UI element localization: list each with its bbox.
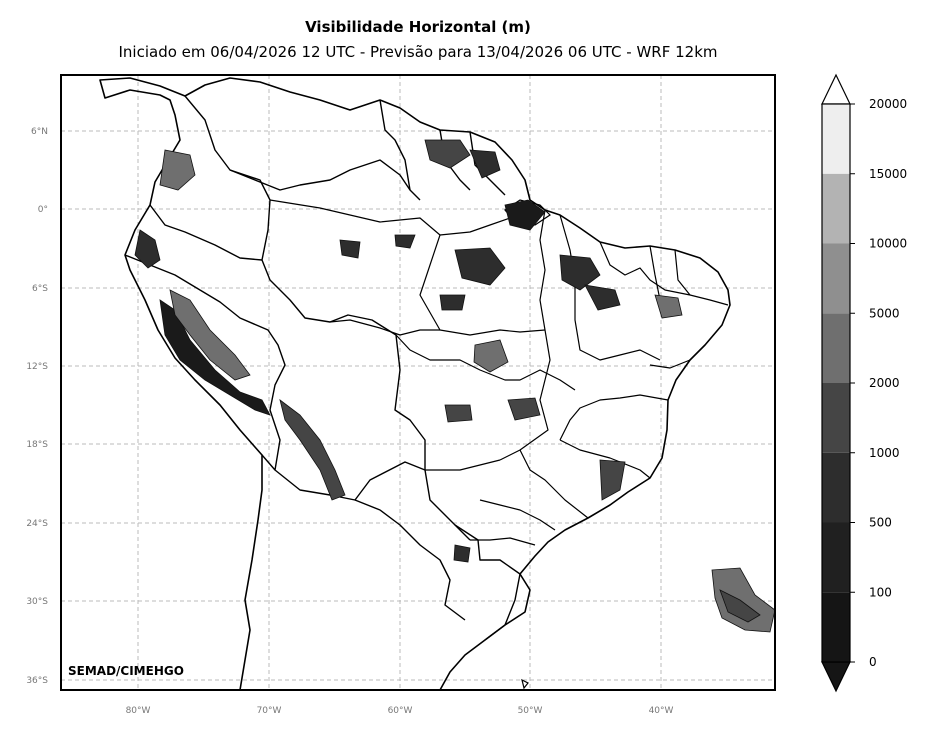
colorbar-tick-label: 500 (869, 516, 892, 530)
lat-label: 36°S (26, 676, 48, 686)
credit-label: SEMAD/CIMEHGO (68, 664, 184, 678)
colorbar-band (822, 313, 850, 383)
colorbar-tick-label: 10000 (869, 237, 907, 251)
longitude-labels: 80°W 70°W 60°W 50°W 40°W (126, 706, 674, 716)
lat-label: 12°S (26, 362, 48, 372)
low-visibility-areas (134, 139, 775, 633)
lon-label: 50°W (518, 706, 543, 716)
lat-label: 0° (38, 205, 48, 215)
colorbar-tick-label: 1000 (869, 446, 900, 460)
lon-label: 40°W (649, 706, 674, 716)
map-gridlines (61, 75, 775, 690)
map-frame (60, 74, 776, 691)
colorbar-tick-label: 100 (869, 585, 892, 599)
colorbar: 0 100 500 1000 2000 5000 10000 15000 20000 (821, 73, 907, 693)
colorbar-tick-label: 2000 (869, 376, 900, 390)
colorbar-band (822, 383, 850, 453)
latitude-labels: 6°N 0° 6°S 12°S 18°S 24°S 30°S 36°S (26, 127, 48, 686)
lat-label: 18°S (26, 440, 48, 450)
map-title: Visibilidade Horizontal (m) (305, 18, 531, 36)
colorbar-band (822, 522, 850, 593)
colorbar-extend-max (821, 73, 851, 105)
lon-label: 80°W (126, 706, 151, 716)
colorbar-tick-label: 15000 (869, 167, 907, 181)
state-borders (269, 199, 729, 546)
colorbar-band (822, 452, 850, 523)
colorbar-extend-min (821, 661, 851, 693)
colorbar-band (822, 592, 850, 662)
colorbar-tick-label: 5000 (869, 306, 900, 320)
lat-label: 6°N (31, 127, 48, 137)
lon-label: 60°W (388, 706, 413, 716)
lat-label: 6°S (32, 284, 48, 294)
colorbar-band (822, 173, 850, 244)
colorbar-band (822, 243, 850, 314)
lon-label: 70°W (257, 706, 282, 716)
colorbar-band (822, 104, 850, 174)
map-subtitle: Iniciado em 06/04/2026 12 UTC - Previsão… (118, 43, 718, 61)
colorbar-tick-label: 20000 (869, 97, 907, 111)
south-america-coastline (99, 77, 731, 690)
lat-label: 30°S (26, 597, 48, 607)
colorbar-tick-label: 0 (869, 655, 877, 669)
lat-label: 24°S (26, 519, 48, 529)
